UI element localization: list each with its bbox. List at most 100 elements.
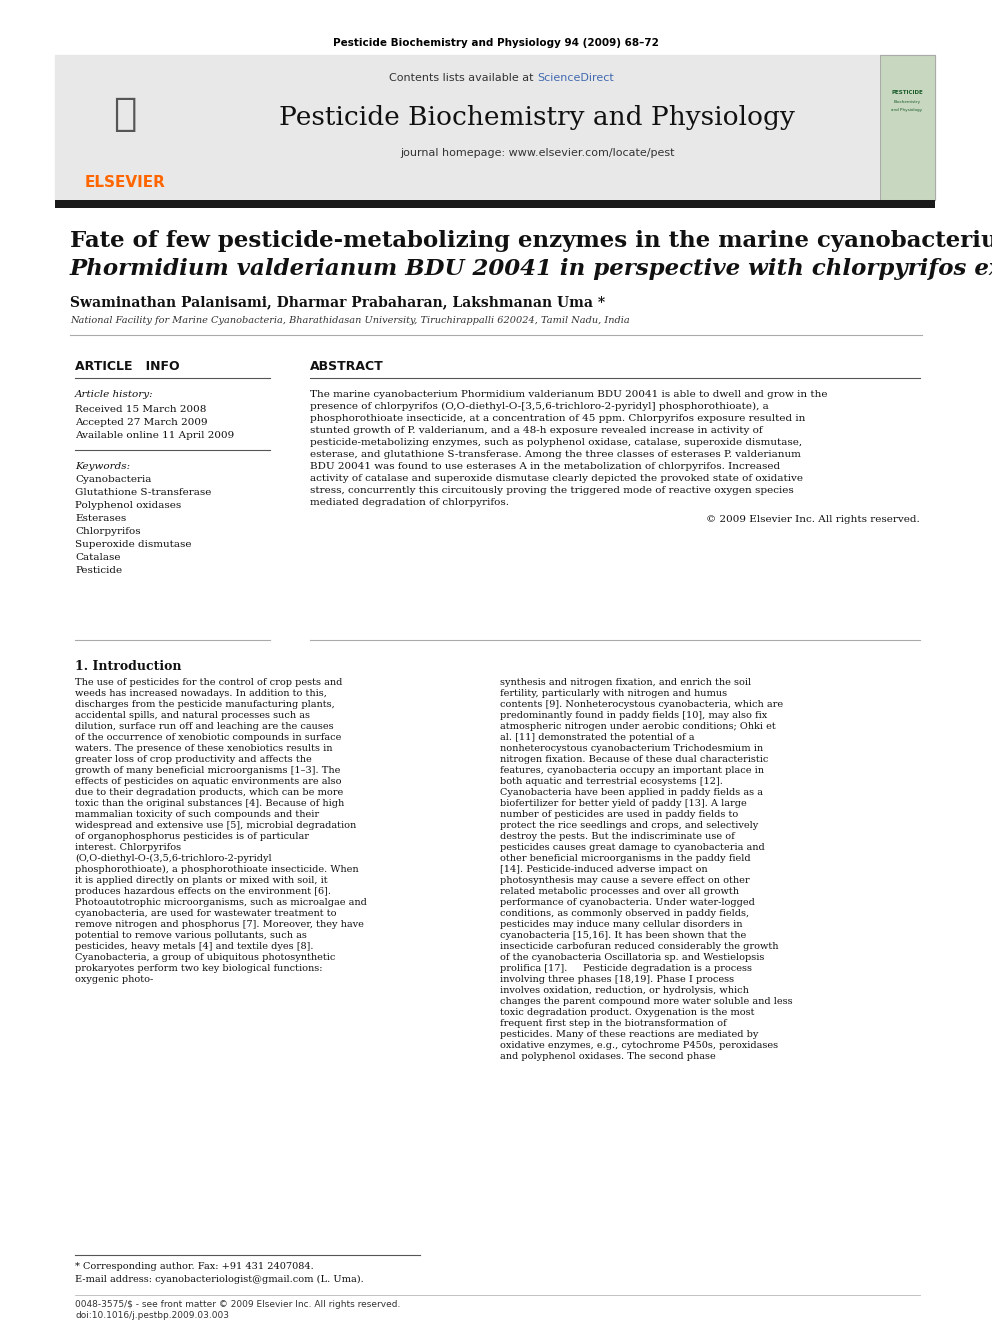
Text: changes the parent compound more water soluble and less: changes the parent compound more water s… (500, 998, 793, 1005)
Text: National Facility for Marine Cyanobacteria, Bharathidasan University, Tiruchirap: National Facility for Marine Cyanobacter… (70, 316, 630, 325)
Text: The use of pesticides for the control of crop pests and: The use of pesticides for the control of… (75, 677, 342, 687)
Text: Fate of few pesticide-metabolizing enzymes in the marine cyanobacterium: Fate of few pesticide-metabolizing enzym… (70, 230, 992, 251)
Text: prokaryotes perform two key biological functions:: prokaryotes perform two key biological f… (75, 964, 322, 972)
Text: accidental spills, and natural processes such as: accidental spills, and natural processes… (75, 710, 310, 720)
Text: Phormidium valderianum BDU 20041 in perspective with chlorpyrifos exposure: Phormidium valderianum BDU 20041 in pers… (70, 258, 992, 280)
Text: nonheterocystous cyanobacterium Trichodesmium in: nonheterocystous cyanobacterium Trichode… (500, 744, 763, 753)
Text: phosphorothioate), a phosphorothioate insecticide. When: phosphorothioate), a phosphorothioate in… (75, 865, 359, 875)
Text: related metabolic processes and over all growth: related metabolic processes and over all… (500, 886, 739, 896)
Text: stress, concurrently this circuitously proving the triggered mode of reactive ox: stress, concurrently this circuitously p… (310, 486, 794, 495)
Text: pesticide-metabolizing enzymes, such as polyphenol oxidase, catalase, superoxide: pesticide-metabolizing enzymes, such as … (310, 438, 803, 447)
Text: mammalian toxicity of such compounds and their: mammalian toxicity of such compounds and… (75, 810, 319, 819)
Text: contents [9]. Nonheterocystous cyanobacteria, which are: contents [9]. Nonheterocystous cyanobact… (500, 700, 783, 709)
Text: protect the rice seedlings and crops, and selectively: protect the rice seedlings and crops, an… (500, 822, 758, 830)
Text: number of pesticides are used in paddy fields to: number of pesticides are used in paddy f… (500, 810, 738, 819)
Text: Article history:: Article history: (75, 390, 154, 400)
Text: oxidative enzymes, e.g., cytochrome P450s, peroxidases: oxidative enzymes, e.g., cytochrome P450… (500, 1041, 778, 1050)
Text: involves oxidation, reduction, or hydrolysis, which: involves oxidation, reduction, or hydrol… (500, 986, 749, 995)
Text: Pesticide: Pesticide (75, 566, 122, 576)
Text: Available online 11 April 2009: Available online 11 April 2009 (75, 431, 234, 441)
Text: atmospheric nitrogen under aerobic conditions; Ohki et: atmospheric nitrogen under aerobic condi… (500, 722, 776, 732)
Text: 🌳: 🌳 (113, 95, 137, 134)
Text: Cyanobacteria have been applied in paddy fields as a: Cyanobacteria have been applied in paddy… (500, 789, 763, 796)
Text: Pesticide Biochemistry and Physiology 94 (2009) 68–72: Pesticide Biochemistry and Physiology 94… (333, 38, 659, 48)
Text: esterase, and glutathione S-transferase. Among the three classes of esterases P.: esterase, and glutathione S-transferase.… (310, 450, 801, 459)
Text: Photoautotrophic microorganisms, such as microalgae and: Photoautotrophic microorganisms, such as… (75, 898, 367, 908)
Text: synthesis and nitrogen fixation, and enrich the soil: synthesis and nitrogen fixation, and enr… (500, 677, 751, 687)
Text: * Corresponding author. Fax: +91 431 2407084.: * Corresponding author. Fax: +91 431 240… (75, 1262, 313, 1271)
Text: performance of cyanobacteria. Under water-logged: performance of cyanobacteria. Under wate… (500, 898, 755, 908)
Text: frequent first step in the biotransformation of: frequent first step in the biotransforma… (500, 1019, 726, 1028)
Text: dilution, surface run off and leaching are the causes: dilution, surface run off and leaching a… (75, 722, 333, 732)
Text: Swaminathan Palanisami, Dharmar Prabaharan, Lakshmanan Uma *: Swaminathan Palanisami, Dharmar Prabahar… (70, 295, 605, 310)
Text: Glutathione S-transferase: Glutathione S-transferase (75, 488, 211, 497)
Text: Chlorpyrifos: Chlorpyrifos (75, 527, 141, 536)
Text: features, cyanobacteria occupy an important place in: features, cyanobacteria occupy an import… (500, 766, 764, 775)
Text: waters. The presence of these xenobiotics results in: waters. The presence of these xenobiotic… (75, 744, 332, 753)
Bar (55, 56, 195, 200)
Text: cyanobacteria [15,16]. It has been shown that the: cyanobacteria [15,16]. It has been shown… (500, 931, 746, 941)
Text: PESTICIDE: PESTICIDE (891, 90, 923, 95)
Text: weeds has increased nowadays. In addition to this,: weeds has increased nowadays. In additio… (75, 689, 327, 699)
Text: and polyphenol oxidases. The second phase: and polyphenol oxidases. The second phas… (500, 1052, 716, 1061)
Text: 0048-3575/$ - see front matter © 2009 Elsevier Inc. All rights reserved.: 0048-3575/$ - see front matter © 2009 El… (75, 1301, 401, 1308)
Text: insecticide carbofuran reduced considerably the growth: insecticide carbofuran reduced considera… (500, 942, 779, 951)
Text: ARTICLE   INFO: ARTICLE INFO (75, 360, 180, 373)
Bar (880, 56, 935, 200)
Text: (O,O-diethyl-O-(3,5,6-trichloro-2-pyridyl: (O,O-diethyl-O-(3,5,6-trichloro-2-pyridy… (75, 855, 272, 863)
Text: other beneficial microorganisms in the paddy field: other beneficial microorganisms in the p… (500, 855, 751, 863)
Text: The marine cyanobacterium Phormidium valderianum BDU 20041 is able to dwell and : The marine cyanobacterium Phormidium val… (310, 390, 827, 400)
Text: it is applied directly on plants or mixed with soil, it: it is applied directly on plants or mixe… (75, 876, 327, 885)
Text: [14]. Pesticide-induced adverse impact on: [14]. Pesticide-induced adverse impact o… (500, 865, 707, 875)
Text: ScienceDirect: ScienceDirect (537, 73, 614, 83)
Text: toxic degradation product. Oxygenation is the most: toxic degradation product. Oxygenation i… (500, 1008, 755, 1017)
Text: Received 15 March 2008: Received 15 March 2008 (75, 405, 206, 414)
Text: greater loss of crop productivity and affects the: greater loss of crop productivity and af… (75, 755, 311, 763)
Text: E-mail address: cyanobacteriologist@gmail.com (L. Uma).: E-mail address: cyanobacteriologist@gmai… (75, 1275, 364, 1285)
Text: pesticides, heavy metals [4] and textile dyes [8].: pesticides, heavy metals [4] and textile… (75, 942, 313, 951)
Text: of the occurrence of xenobiotic compounds in surface: of the occurrence of xenobiotic compound… (75, 733, 341, 742)
Text: potential to remove various pollutants, such as: potential to remove various pollutants, … (75, 931, 307, 941)
Text: Accepted 27 March 2009: Accepted 27 March 2009 (75, 418, 207, 427)
Text: activity of catalase and superoxide dismutase clearly depicted the provoked stat: activity of catalase and superoxide dism… (310, 474, 803, 483)
Text: produces hazardous effects on the environment [6].: produces hazardous effects on the enviro… (75, 886, 331, 896)
Text: pesticides may induce many cellular disorders in: pesticides may induce many cellular diso… (500, 919, 742, 929)
Text: and Physiology: and Physiology (892, 108, 923, 112)
Text: presence of chlorpyrifos (O,O-diethyl-O-[3,5,6-trichloro-2-pyridyl] phosphorothi: presence of chlorpyrifos (O,O-diethyl-O-… (310, 402, 769, 411)
Text: fertility, particularly with nitrogen and humus: fertility, particularly with nitrogen an… (500, 689, 727, 699)
Text: of the cyanobacteria Oscillatoria sp. and Westielopsis: of the cyanobacteria Oscillatoria sp. an… (500, 953, 765, 962)
Text: Catalase: Catalase (75, 553, 120, 562)
Text: discharges from the pesticide manufacturing plants,: discharges from the pesticide manufactur… (75, 700, 334, 709)
Text: BDU 20041 was found to use esterases A in the metabolization of chlorpyrifos. In: BDU 20041 was found to use esterases A i… (310, 462, 780, 471)
Text: Superoxide dismutase: Superoxide dismutase (75, 540, 191, 549)
Text: effects of pesticides on aquatic environments are also: effects of pesticides on aquatic environ… (75, 777, 341, 786)
Text: Cyanobacteria, a group of ubiquitous photosynthetic: Cyanobacteria, a group of ubiquitous pho… (75, 953, 335, 962)
Text: nitrogen fixation. Because of these dual characteristic: nitrogen fixation. Because of these dual… (500, 755, 769, 763)
Text: widespread and extensive use [5], microbial degradation: widespread and extensive use [5], microb… (75, 822, 356, 830)
Text: involving three phases [18,19]. Phase I process: involving three phases [18,19]. Phase I … (500, 975, 734, 984)
Text: Biochemistry: Biochemistry (894, 101, 921, 105)
Text: journal homepage: www.elsevier.com/locate/pest: journal homepage: www.elsevier.com/locat… (400, 148, 675, 157)
Text: interest. Chlorpyrifos: interest. Chlorpyrifos (75, 843, 182, 852)
Text: stunted growth of P. valderianum, and a 48-h exposure revealed increase in activ: stunted growth of P. valderianum, and a … (310, 426, 763, 435)
Text: Keywords:: Keywords: (75, 462, 130, 471)
Text: © 2009 Elsevier Inc. All rights reserved.: © 2009 Elsevier Inc. All rights reserved… (706, 515, 920, 524)
Text: predominantly found in paddy fields [10], may also fix: predominantly found in paddy fields [10]… (500, 710, 767, 720)
Text: pesticides. Many of these reactions are mediated by: pesticides. Many of these reactions are … (500, 1031, 758, 1039)
Text: growth of many beneficial microorganisms [1–3]. The: growth of many beneficial microorganisms… (75, 766, 340, 775)
Text: remove nitrogen and phosphorus [7]. Moreover, they have: remove nitrogen and phosphorus [7]. More… (75, 919, 364, 929)
Text: biofertilizer for better yield of paddy [13]. A large: biofertilizer for better yield of paddy … (500, 799, 747, 808)
Text: of organophosphorus pesticides is of particular: of organophosphorus pesticides is of par… (75, 832, 309, 841)
Text: Cyanobacteria: Cyanobacteria (75, 475, 152, 484)
Text: Polyphenol oxidases: Polyphenol oxidases (75, 501, 182, 509)
Text: cyanobacteria, are used for wastewater treatment to: cyanobacteria, are used for wastewater t… (75, 909, 336, 918)
Text: due to their degradation products, which can be more: due to their degradation products, which… (75, 789, 343, 796)
Text: both aquatic and terrestrial ecosystems [12].: both aquatic and terrestrial ecosystems … (500, 777, 723, 786)
Text: ABSTRACT: ABSTRACT (310, 360, 384, 373)
Text: oxygenic photo-: oxygenic photo- (75, 975, 153, 984)
Text: toxic than the original substances [4]. Because of high: toxic than the original substances [4]. … (75, 799, 344, 808)
Bar (195, 56, 880, 200)
Text: 1. Introduction: 1. Introduction (75, 660, 182, 673)
Bar (55, 56, 935, 200)
Text: al. [11] demonstrated the potential of a: al. [11] demonstrated the potential of a (500, 733, 694, 742)
